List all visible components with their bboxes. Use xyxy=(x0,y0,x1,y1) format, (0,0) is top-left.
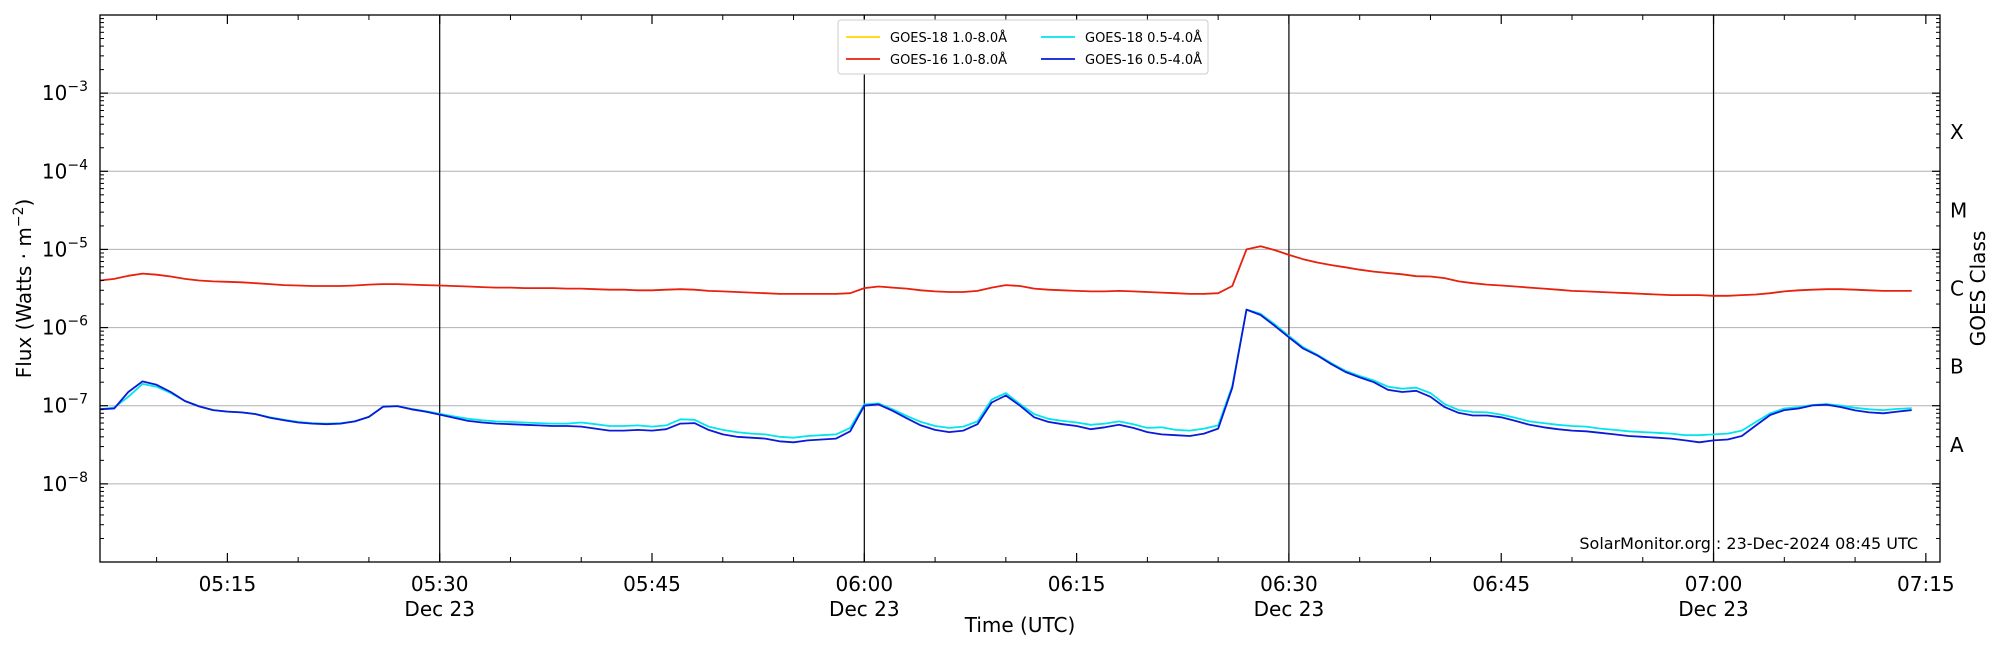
y-tick-label-exponent: −7 xyxy=(67,392,88,408)
y-tick-label-base: 10 xyxy=(42,237,67,261)
y-tick-label-base: 10 xyxy=(42,316,67,340)
legend-label-3: GOES-16 0.5-4.0Å xyxy=(1085,52,1202,68)
x-tick-date-5: Dec 23 xyxy=(1254,597,1325,621)
legend-label-2: GOES-16 1.0-8.0Å xyxy=(890,52,1007,68)
y-tick-label-3: 10−5 xyxy=(42,235,88,261)
legend-box xyxy=(837,19,1209,75)
goes-class-label-b: B xyxy=(1950,355,1964,379)
y-tick-label-exponent: −8 xyxy=(67,470,88,486)
series-line-3 xyxy=(99,308,1912,444)
x-tick-label-1: 05:30 xyxy=(411,572,469,596)
y-tick-label-exponent: −3 xyxy=(67,79,88,95)
y-tick-label-exponent: −4 xyxy=(67,157,88,173)
y-axis-title-exponent: −2 xyxy=(11,207,27,228)
x-tick-date-1: Dec 23 xyxy=(404,597,475,621)
day-marker-lines xyxy=(439,15,1715,562)
y-tick-label-5: 10−3 xyxy=(42,79,88,105)
y-axis-title-base: Flux (Watts · m xyxy=(12,227,36,378)
y-tick-label-1: 10−7 xyxy=(42,392,88,418)
x-tick-date-3: Dec 23 xyxy=(829,597,900,621)
y-tick-label-0: 10−8 xyxy=(42,470,88,496)
plot-frame xyxy=(99,14,1941,563)
x-tick-date-7: Dec 23 xyxy=(1678,597,1749,621)
axis-ticks xyxy=(100,15,1940,562)
x-tick-label-8: 07:15 xyxy=(1897,572,1955,596)
x-tick-label-3: 06:00 xyxy=(835,572,893,596)
y-tick-label-4: 10−4 xyxy=(42,157,88,183)
credit-text: SolarMonitor.org : 23-Dec-2024 08:45 UTC xyxy=(1579,534,1918,553)
x-tick-label-0: 05:15 xyxy=(199,572,257,596)
goes-class-label-a: A xyxy=(1950,433,1964,457)
y-tick-label-2: 10−6 xyxy=(42,314,88,340)
y-tick-label-exponent: −5 xyxy=(67,235,88,251)
y-tick-label-base: 10 xyxy=(42,81,67,105)
y-axis-title: Flux (Watts · m−2) xyxy=(11,199,36,379)
goes-class-label-x: X xyxy=(1950,120,1964,144)
x-tick-label-4: 06:15 xyxy=(1048,572,1106,596)
legend-label-1: GOES-18 0.5-4.0Å xyxy=(1085,30,1202,46)
y-tick-label-base: 10 xyxy=(42,472,67,496)
legend: GOES-18 1.0-8.0Å GOES-18 0.5-4.0Å GOES-16 … xyxy=(837,19,1209,75)
legend-label-0: GOES-18 1.0-8.0Å xyxy=(890,30,1007,46)
goes-class-label-m: M xyxy=(1950,198,1967,222)
y-tick-label-exponent: −6 xyxy=(67,314,88,330)
series-lines xyxy=(99,245,1912,444)
x-tick-label-6: 06:45 xyxy=(1472,572,1530,596)
x-axis-title: Time (UTC) xyxy=(964,613,1076,637)
x-tick-label-5: 06:30 xyxy=(1260,572,1318,596)
x-tick-label-2: 05:45 xyxy=(623,572,681,596)
goes-class-label-c: C xyxy=(1950,277,1964,301)
x-tick-label-7: 07:00 xyxy=(1685,572,1743,596)
goes-class-axis-title: GOES Class xyxy=(1966,231,1990,347)
y-tick-label-base: 10 xyxy=(42,394,67,418)
series-line-2 xyxy=(99,245,1912,297)
y-tick-label-base: 10 xyxy=(42,159,67,183)
y-axis-title-close: ) xyxy=(12,199,36,207)
